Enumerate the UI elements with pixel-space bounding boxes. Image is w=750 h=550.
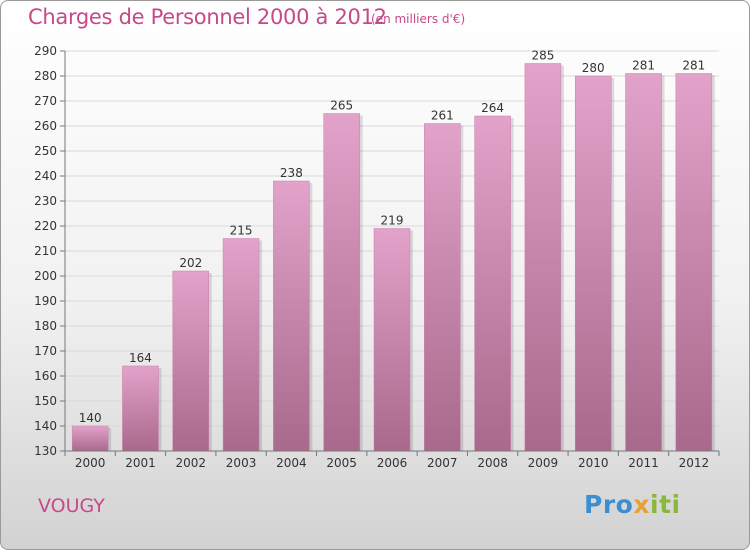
chart-subtitle: (en milliers d'€)	[371, 12, 466, 26]
chart-title: Charges de Personnel 2000 à 2012	[28, 5, 387, 29]
x-tick-label: 2010	[578, 456, 609, 470]
bar	[323, 113, 360, 452]
y-tick-label: 210	[34, 244, 57, 258]
bar	[474, 115, 511, 452]
bar-value-label: 280	[582, 61, 605, 75]
x-tick-label: 2007	[427, 456, 458, 470]
value-labels-layer: 140 164 202 215 238 265 219 261 264 285 280 281 281	[79, 49, 706, 426]
y-tick-label: 140	[34, 419, 57, 433]
x-tick-label: 2012	[679, 456, 710, 470]
bar	[524, 63, 562, 452]
proxiti-logo[interactable]: Proxiti	[584, 490, 681, 519]
bar-value-label: 140	[79, 411, 102, 425]
y-tick-label: 180	[34, 319, 57, 333]
x-tick-label: 2004	[276, 456, 307, 470]
bar	[424, 123, 461, 452]
x-tick-label: 2003	[226, 456, 257, 470]
bar-value-label: 215	[230, 224, 253, 238]
bar-value-label: 281	[682, 59, 705, 73]
x-tick-label: 2001	[125, 456, 156, 470]
bar	[71, 425, 109, 452]
y-tick-label: 260	[34, 119, 57, 133]
x-tick-label: 2008	[477, 456, 508, 470]
y-tick-label: 190	[34, 294, 57, 308]
y-tick-label: 240	[34, 169, 57, 183]
y-tick-label: 250	[34, 144, 57, 158]
x-tick-label: 2009	[528, 456, 559, 470]
bar	[625, 73, 662, 452]
y-tick-label: 280	[34, 69, 57, 83]
x-tick-label: 2002	[175, 456, 206, 470]
bar	[574, 75, 612, 452]
x-tick-label: 2011	[628, 456, 659, 470]
bar	[675, 73, 713, 452]
x-tick-label: 2000	[75, 456, 106, 470]
y-tick-label: 220	[34, 219, 57, 233]
bar-value-label: 261	[431, 109, 454, 123]
bar-value-label: 238	[280, 166, 303, 180]
bar-value-label: 285	[531, 49, 554, 63]
y-tick-label: 130	[34, 444, 57, 458]
x-tick-label: 2005	[326, 456, 357, 470]
bar	[373, 228, 411, 452]
bar-value-label: 281	[632, 59, 655, 73]
town-name: VOUGY	[38, 495, 105, 517]
x-tick-label: 2006	[377, 456, 408, 470]
y-tick-label: 270	[34, 94, 57, 108]
bar-value-label: 264	[481, 101, 504, 115]
bar	[122, 365, 159, 452]
bar	[222, 238, 260, 452]
y-tick-label: 230	[34, 194, 57, 208]
y-tick-label: 170	[34, 344, 57, 358]
bars-layer	[71, 63, 715, 452]
y-tick-label: 150	[34, 394, 57, 408]
y-tick-label: 160	[34, 369, 57, 383]
bar	[273, 180, 310, 452]
bar-value-label: 202	[179, 256, 202, 270]
y-tick-label: 200	[34, 269, 57, 283]
bar-value-label: 219	[381, 214, 404, 228]
bar-value-label: 265	[330, 99, 353, 113]
axis-layer: 130 140 150 160 170 180 190 200 210 220 230 240 250 2…	[34, 44, 720, 470]
bar	[172, 270, 210, 452]
bar-value-label: 164	[129, 351, 152, 365]
y-tick-label: 290	[34, 44, 57, 58]
